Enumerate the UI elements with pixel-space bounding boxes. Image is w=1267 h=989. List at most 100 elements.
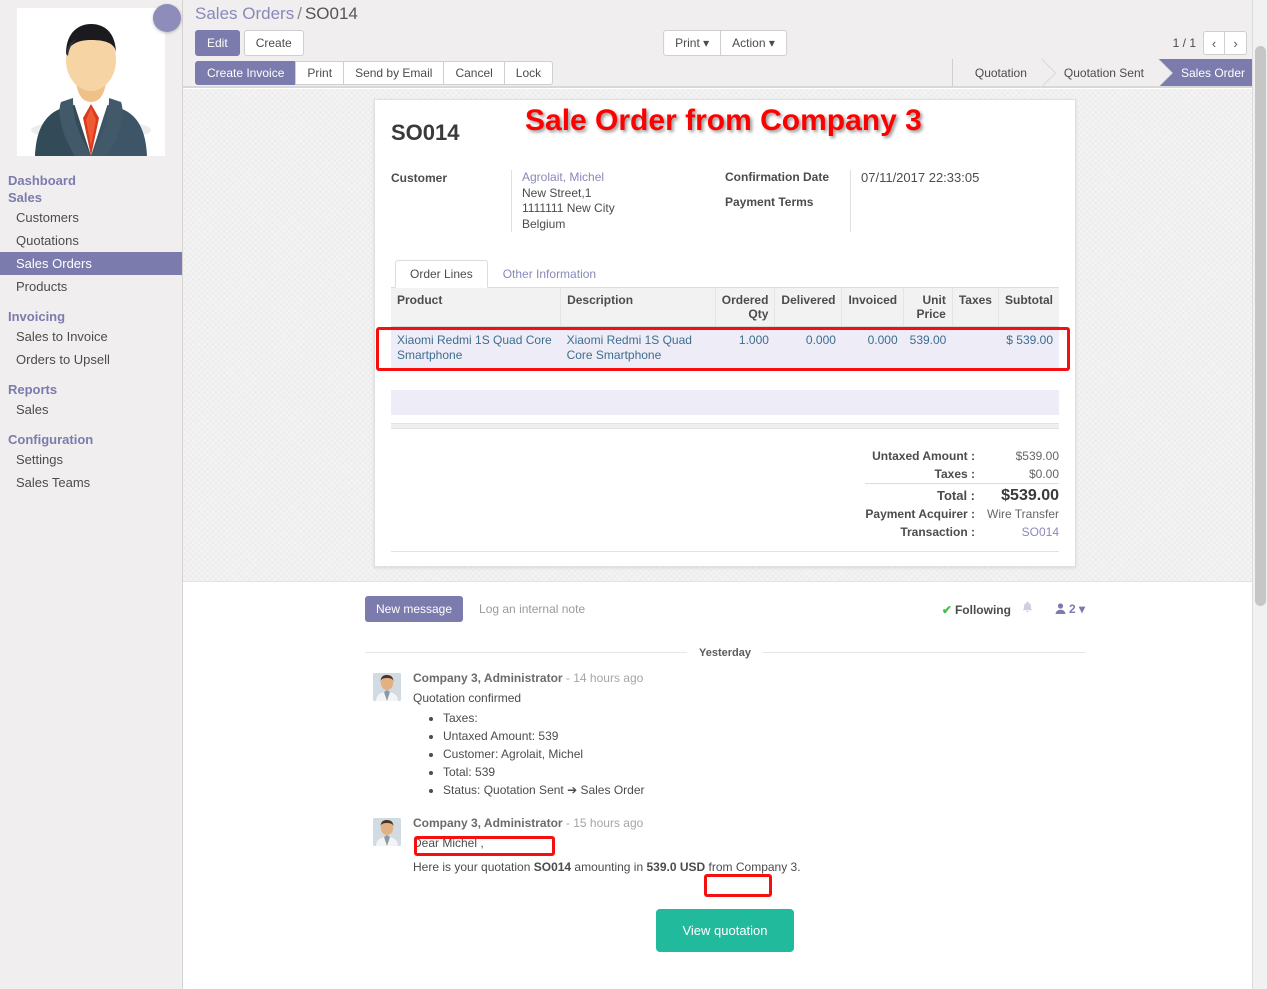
pager: 1 / 1 ‹ › — [1173, 31, 1247, 55]
order-lines-header: Product Description Ordered Qty Delivere… — [391, 288, 1059, 327]
breadcrumb-root[interactable]: Sales Orders — [195, 4, 295, 23]
bell-icon[interactable] — [1022, 601, 1033, 617]
following-toggle[interactable]: ✔ Following — [942, 603, 1011, 617]
message-amount: 539.0 USD — [646, 860, 706, 874]
sidebar-item-sales-orders[interactable]: Sales Orders — [0, 252, 182, 275]
chatter-toolbar: New message Log an internal note ✔ Follow… — [365, 596, 1085, 622]
lock-button[interactable]: Lock — [503, 60, 554, 85]
create-button[interactable]: Create — [243, 30, 304, 56]
col-taxes[interactable]: Taxes — [952, 288, 999, 327]
header-fields: Customer Agrolait, Michel New Street,1 1… — [391, 170, 1059, 232]
cell-delivered[interactable]: 0.000 — [805, 333, 836, 347]
avatar-image — [373, 673, 401, 701]
pager-previous-icon[interactable]: ‹ — [1203, 31, 1225, 55]
cell-taxes[interactable] — [952, 327, 998, 369]
scrollbar-thumb[interactable] — [1255, 46, 1266, 606]
cell-invoiced[interactable]: 0.000 — [867, 333, 898, 347]
main-area: Sales Orders / SO014 Edit Create Print ▾ A… — [183, 0, 1267, 989]
col-product[interactable]: Product — [391, 288, 562, 327]
print-dropdown-button[interactable]: Print ▾ — [663, 30, 722, 56]
table-row[interactable]: Xiaomi Redmi 1S Quad Core Smartphone Xia… — [391, 326, 1059, 369]
sidebar-item-sales-to-invoice[interactable]: Sales to Invoice — [16, 329, 108, 344]
cell-ordered-qty[interactable]: 1.000 — [738, 333, 769, 347]
create-invoice-button[interactable]: Create Invoice — [195, 60, 297, 85]
message-paragraph: Here is your quotation SO014 amounting i… — [413, 859, 1085, 875]
list-item: Untaxed Amount: 539 — [443, 728, 1085, 744]
table-empty-row[interactable] — [391, 390, 1059, 415]
customer-country: Belgium — [522, 216, 566, 231]
sidebar-item-sales-report[interactable]: Sales — [16, 402, 49, 417]
sidebar-section-sales[interactable]: Sales — [8, 190, 42, 205]
customer-name-link[interactable]: Agrolait, Michel — [522, 170, 605, 184]
view-quotation-button[interactable]: View quotation — [656, 909, 794, 952]
log-internal-note-button[interactable]: Log an internal note — [479, 602, 586, 616]
stage-quotation-sent[interactable]: Quotation Sent — [1040, 59, 1174, 87]
tab-order-lines[interactable]: Order Lines — [395, 260, 488, 288]
day-separator-label: Yesterday — [687, 647, 763, 659]
message-author[interactable]: Company 3, Administrator — [413, 671, 563, 685]
list-item: Taxes: — [443, 710, 1085, 726]
cell-product[interactable]: Xiaomi Redmi 1S Quad Core Smartphone — [397, 333, 552, 362]
col-description[interactable]: Description — [560, 288, 716, 327]
sidebar-item-customers[interactable]: Customers — [16, 210, 79, 225]
status-bar-row: Create Invoice Print Send by Email Cance… — [183, 59, 1267, 87]
sheet-footer-rule — [391, 551, 1059, 552]
stage-quotation[interactable]: Quotation — [951, 59, 1056, 87]
control-panel-buttons-row: Edit Create Print ▾ Action ▾ 1 / 1 ‹ › — [183, 27, 1267, 59]
vertical-scrollbar[interactable] — [1252, 0, 1267, 989]
edit-button[interactable]: Edit — [195, 30, 240, 56]
order-info-values: 07/11/2017 22:33:05 — [850, 170, 1059, 232]
untaxed-label: Untaxed Amount : — [872, 449, 975, 463]
customer-city: 1111111 New City — [522, 201, 615, 215]
message-body-pre: Here is your quotation — [413, 860, 534, 874]
followers-button[interactable]: 2 ▾ — [1055, 602, 1085, 616]
breadcrumb-separator: / — [297, 4, 302, 23]
sidebar-item-orders-to-upsell[interactable]: Orders to Upsell — [16, 352, 110, 367]
message-company: Company 3. — [735, 860, 801, 874]
send-by-email-button[interactable]: Send by Email — [343, 60, 445, 85]
total-row: Total : $539.00 — [865, 483, 1059, 505]
col-delivered[interactable]: Delivered — [774, 288, 843, 327]
sidebar-section-reports[interactable]: Reports — [8, 382, 58, 397]
message-greeting: Dear Michel , — [413, 836, 484, 850]
tab-other-information[interactable]: Other Information — [502, 267, 597, 281]
cell-subtotal[interactable]: $ 539.00 — [1006, 333, 1053, 347]
stage-sales-order[interactable]: Sales Order — [1157, 59, 1267, 86]
table-footer-bar — [391, 423, 1059, 429]
order-lines-table-wrap: Product Description Ordered Qty Delivere… — [391, 288, 1059, 429]
breadcrumb: Sales Orders / SO014 — [183, 0, 1267, 27]
sidebar-item-settings[interactable]: Settings — [16, 452, 63, 467]
action-dropdown-button[interactable]: Action ▾ — [720, 30, 787, 56]
confirmation-date-value: 07/11/2017 22:33:05 — [861, 170, 980, 185]
pager-next-icon[interactable]: › — [1225, 31, 1247, 55]
order-lines-body: Xiaomi Redmi 1S Quad Core Smartphone Xia… — [391, 326, 1059, 415]
cell-description[interactable]: Xiaomi Redmi 1S Quad Core Smartphone — [566, 333, 692, 362]
sidebar-section-dashboard[interactable]: Dashboard — [8, 173, 76, 188]
total-value: $539.00 — [987, 483, 1059, 505]
new-message-button[interactable]: New message — [365, 596, 464, 622]
untaxed-value: $539.00 — [1015, 449, 1059, 463]
col-unit-price[interactable]: Unit Price — [903, 288, 953, 327]
message-header: Company 3, Administrator - 15 hours ago — [413, 816, 1085, 831]
message-order-ref: SO014 — [533, 860, 572, 874]
customer-label: Customer — [391, 171, 448, 185]
payment-acquirer-value: Wire Transfer — [987, 507, 1060, 521]
col-ordered-qty[interactable]: Ordered Qty — [715, 288, 776, 327]
sidebar-item-products[interactable]: Products — [16, 279, 68, 294]
col-invoiced[interactable]: Invoiced — [841, 288, 905, 327]
record-actions: Edit Create — [195, 30, 304, 56]
print-button[interactable]: Print — [295, 60, 345, 85]
sidebar-item-sales-teams[interactable]: Sales Teams — [16, 475, 91, 490]
cancel-button[interactable]: Cancel — [443, 60, 505, 85]
cell-unit-price[interactable]: 539.00 — [909, 333, 947, 347]
col-subtotal[interactable]: Subtotal — [998, 288, 1059, 327]
transaction-link[interactable]: SO014 — [1021, 525, 1059, 539]
sidebar-section-invoicing[interactable]: Invoicing — [8, 309, 66, 324]
workflow-buttons: Create Invoice Print Send by Email Cance… — [195, 59, 554, 86]
message-author[interactable]: Company 3, Administrator — [413, 816, 563, 830]
sidebar-section-configuration[interactable]: Configuration — [8, 432, 94, 447]
message-timestamp: - 14 hours ago — [565, 671, 644, 685]
sidebar-item-quotations[interactable]: Quotations — [16, 233, 79, 248]
avatar — [373, 673, 401, 701]
